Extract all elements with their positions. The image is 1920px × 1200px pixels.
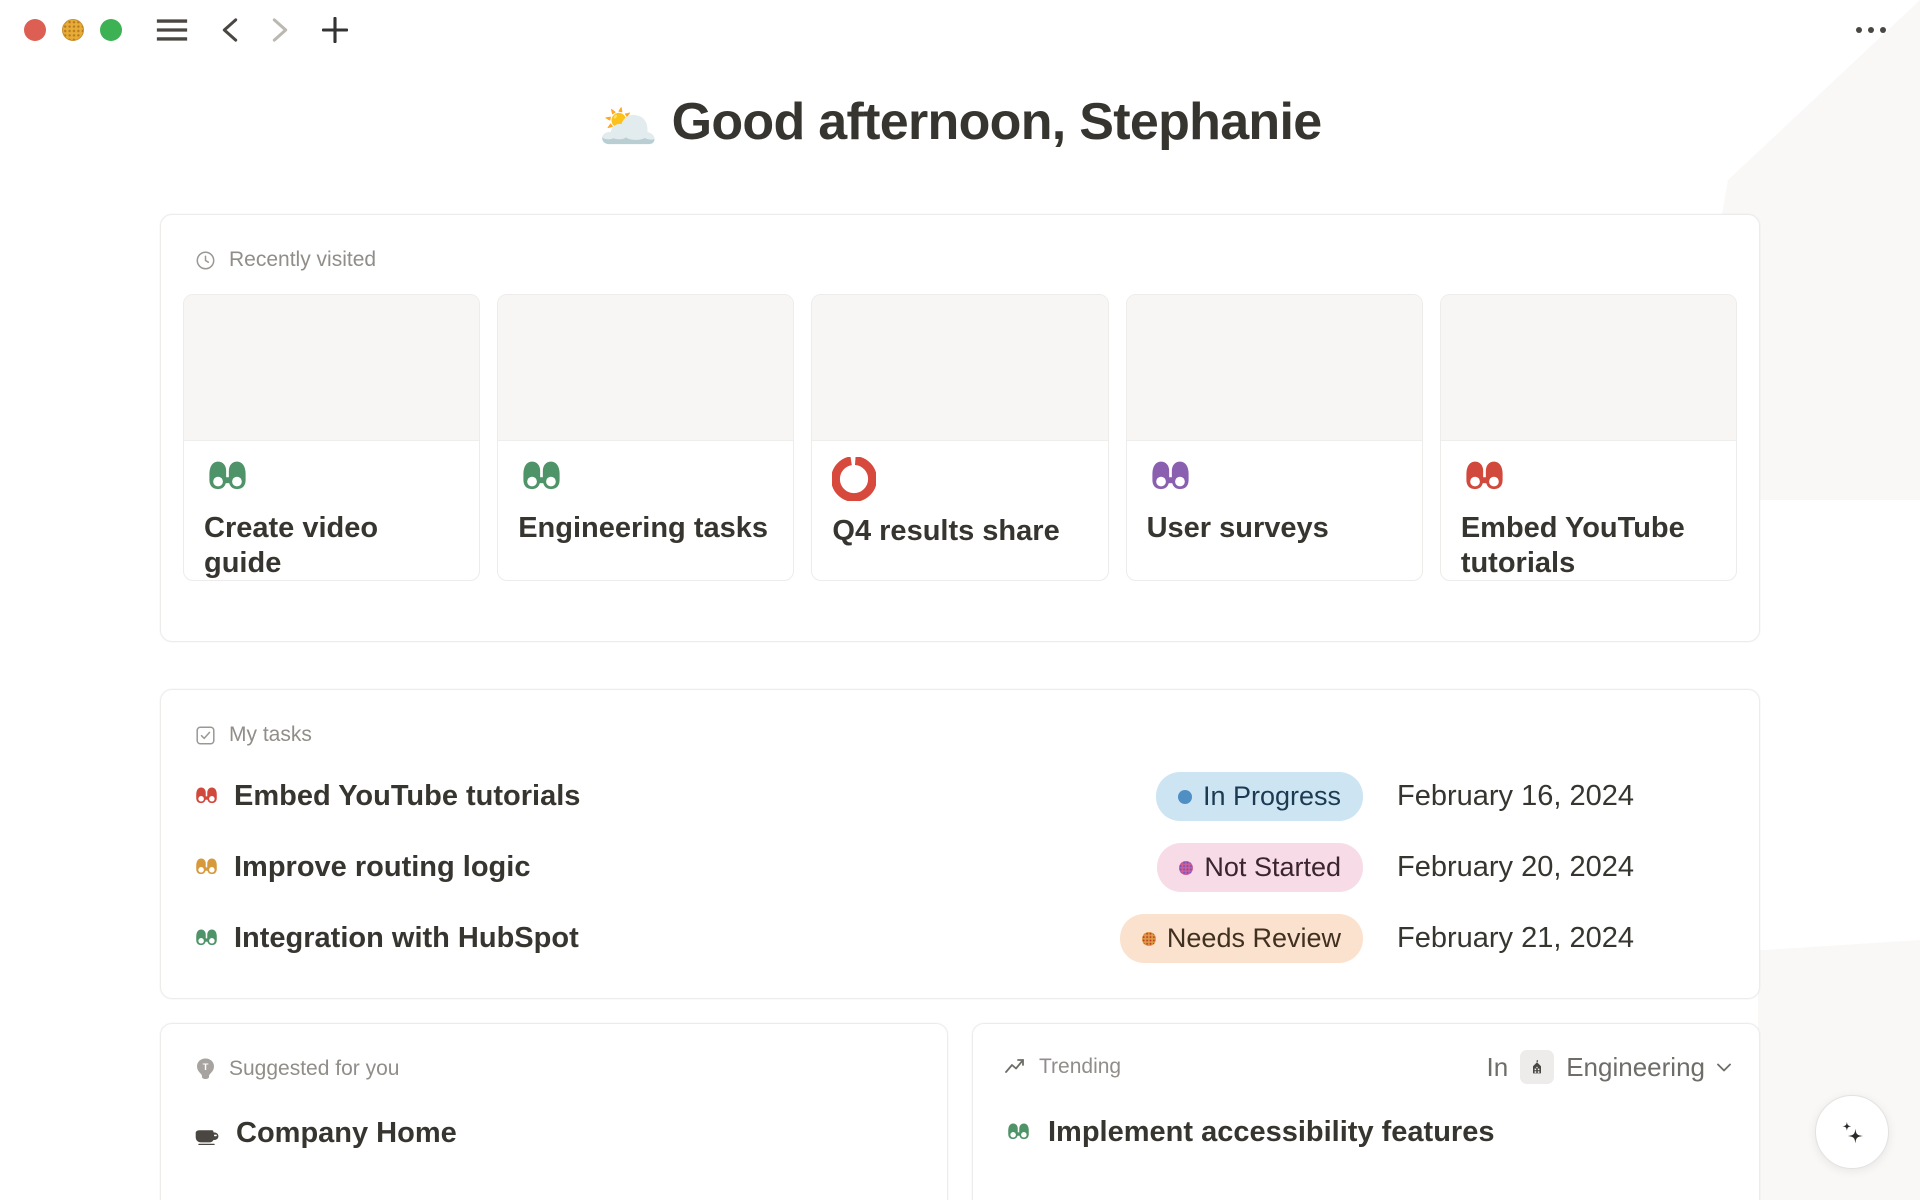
svg-text:T: T bbox=[203, 1062, 209, 1073]
